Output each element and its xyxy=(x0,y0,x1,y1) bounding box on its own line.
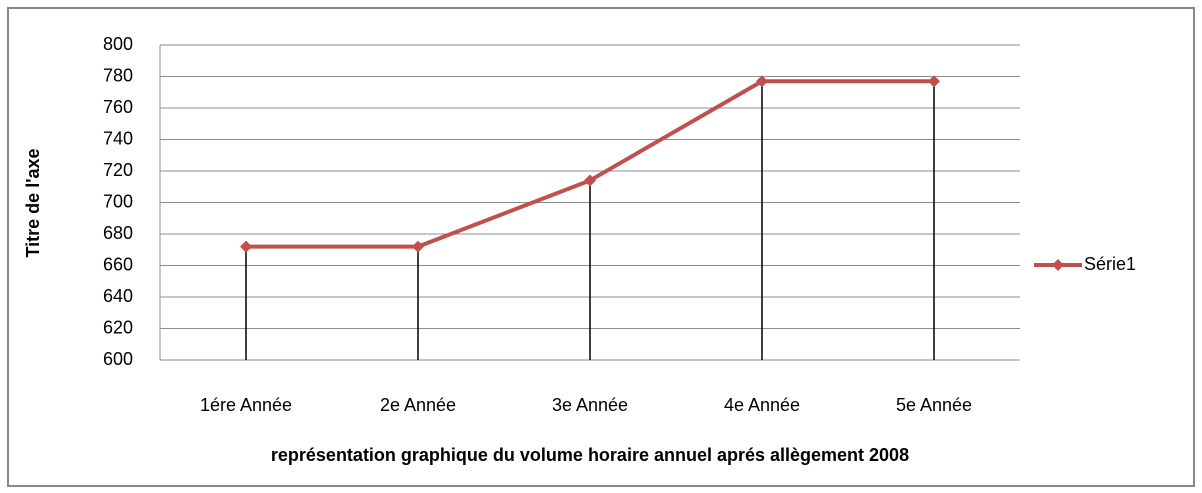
data-point xyxy=(412,240,424,253)
legend-label: Série1 xyxy=(1084,254,1136,274)
y-tick-label: 720 xyxy=(103,160,133,180)
y-tick-label: 620 xyxy=(103,317,133,337)
y-tick-label: 700 xyxy=(103,191,133,211)
y-tick-label: 760 xyxy=(103,97,133,117)
data-point xyxy=(240,240,252,253)
x-tick-label: 4e Année xyxy=(724,395,800,415)
y-axis-title: Titre de l'axe xyxy=(23,148,43,257)
data-point xyxy=(928,75,940,88)
x-tick-label: 3e Année xyxy=(552,395,628,415)
x-axis-title: représentation graphique du volume horai… xyxy=(271,445,909,465)
data-point xyxy=(756,75,768,88)
y-tick-label: 800 xyxy=(103,34,133,54)
data-point xyxy=(584,174,596,187)
y-tick-label: 740 xyxy=(103,128,133,148)
x-tick-label: 2e Année xyxy=(380,395,456,415)
y-tick-label: 780 xyxy=(103,65,133,85)
chart-border xyxy=(7,7,1195,487)
legend-marker xyxy=(1052,259,1064,271)
x-tick-label: 5e Année xyxy=(896,395,972,415)
y-tick-label: 660 xyxy=(103,254,133,274)
y-tick-label: 680 xyxy=(103,223,133,243)
y-tick-label: 640 xyxy=(103,286,133,306)
x-tick-label: 1ére Année xyxy=(200,395,292,415)
y-tick-label: 600 xyxy=(103,349,133,369)
